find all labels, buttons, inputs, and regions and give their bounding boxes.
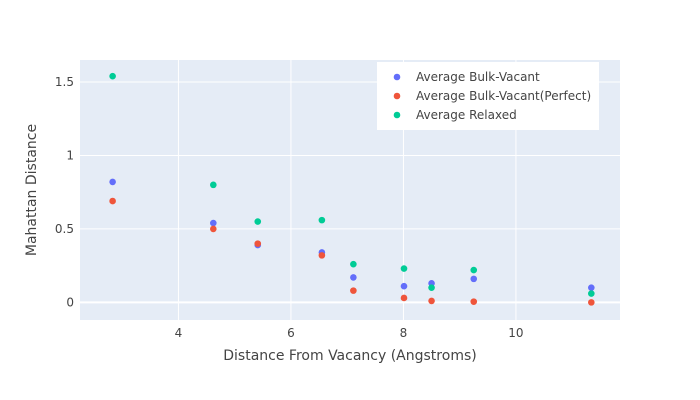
data-point[interactable] bbox=[254, 218, 262, 225]
x-tick-label: 6 bbox=[287, 326, 295, 340]
x-tick-label: 10 bbox=[508, 326, 523, 340]
y-tick-label: 1.5 bbox=[55, 75, 74, 89]
data-point[interactable] bbox=[470, 275, 478, 283]
legend-label: Average Bulk-Vacant bbox=[416, 70, 540, 84]
legend-marker bbox=[393, 73, 401, 81]
data-point[interactable] bbox=[109, 178, 116, 186]
data-point[interactable] bbox=[210, 181, 217, 189]
series-3 bbox=[109, 72, 595, 297]
data-point[interactable] bbox=[400, 265, 408, 272]
legend-label: Average Relaxed bbox=[416, 108, 517, 122]
y-tick-labels: 0 0.5 1 1.5 bbox=[55, 75, 74, 309]
data-point[interactable] bbox=[318, 216, 326, 224]
legend-marker bbox=[393, 111, 401, 119]
data-point[interactable] bbox=[588, 299, 595, 306]
data-point[interactable] bbox=[470, 266, 478, 274]
data-point[interactable] bbox=[470, 298, 478, 305]
x-tick-label: 4 bbox=[175, 326, 183, 340]
x-tick-labels: 4 6 8 10 bbox=[175, 326, 524, 340]
data-point[interactable] bbox=[109, 197, 116, 205]
data-point[interactable] bbox=[400, 282, 408, 290]
series-2 bbox=[109, 197, 595, 306]
data-point[interactable] bbox=[588, 290, 595, 297]
legend-box bbox=[377, 62, 599, 130]
data-point[interactable] bbox=[428, 297, 435, 305]
y-tick-label: 0.5 bbox=[55, 222, 74, 236]
y-tick-label: 0 bbox=[66, 295, 74, 309]
data-point[interactable] bbox=[350, 274, 357, 281]
y-axis-title: Mahattan Distance bbox=[24, 124, 40, 256]
data-point[interactable] bbox=[350, 260, 357, 268]
data-point[interactable] bbox=[210, 225, 217, 233]
data-point[interactable] bbox=[254, 240, 262, 247]
data-point[interactable] bbox=[210, 219, 217, 227]
data-points[interactable] bbox=[109, 72, 595, 306]
legend[interactable]: Average Bulk-Vacant Average Bulk-Vacant(P… bbox=[377, 62, 599, 130]
x-axis-title: Distance From Vacancy (Angstroms) bbox=[223, 348, 476, 364]
legend-label: Average Bulk-Vacant(Perfect) bbox=[416, 89, 591, 103]
data-point[interactable] bbox=[400, 294, 408, 302]
x-tick-label: 8 bbox=[400, 326, 408, 340]
data-point[interactable] bbox=[588, 284, 595, 291]
data-point[interactable] bbox=[350, 287, 357, 294]
legend-marker bbox=[393, 92, 401, 100]
data-point[interactable] bbox=[428, 284, 435, 291]
data-point[interactable] bbox=[318, 252, 326, 259]
data-point[interactable] bbox=[109, 72, 116, 80]
y-tick-label: 1 bbox=[66, 148, 74, 162]
